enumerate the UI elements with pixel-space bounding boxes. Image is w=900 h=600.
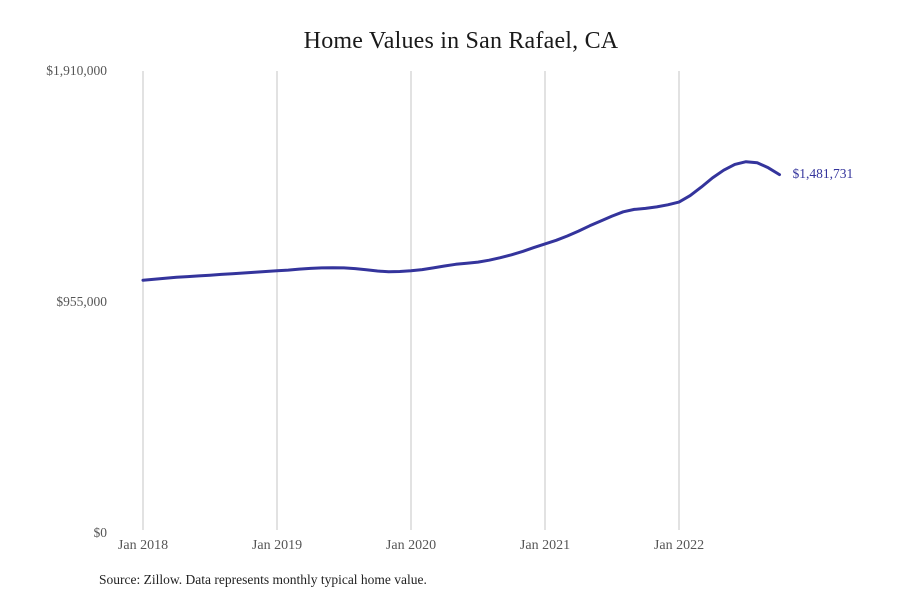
home-value-line	[141, 160, 781, 282]
source-note: Source: Zillow. Data represents monthly …	[99, 572, 427, 587]
latest-value-label: $1,481,731	[792, 165, 854, 181]
chart-title: Home Values in San Rafael, CA	[303, 28, 619, 54]
gridlines	[142, 71, 680, 530]
